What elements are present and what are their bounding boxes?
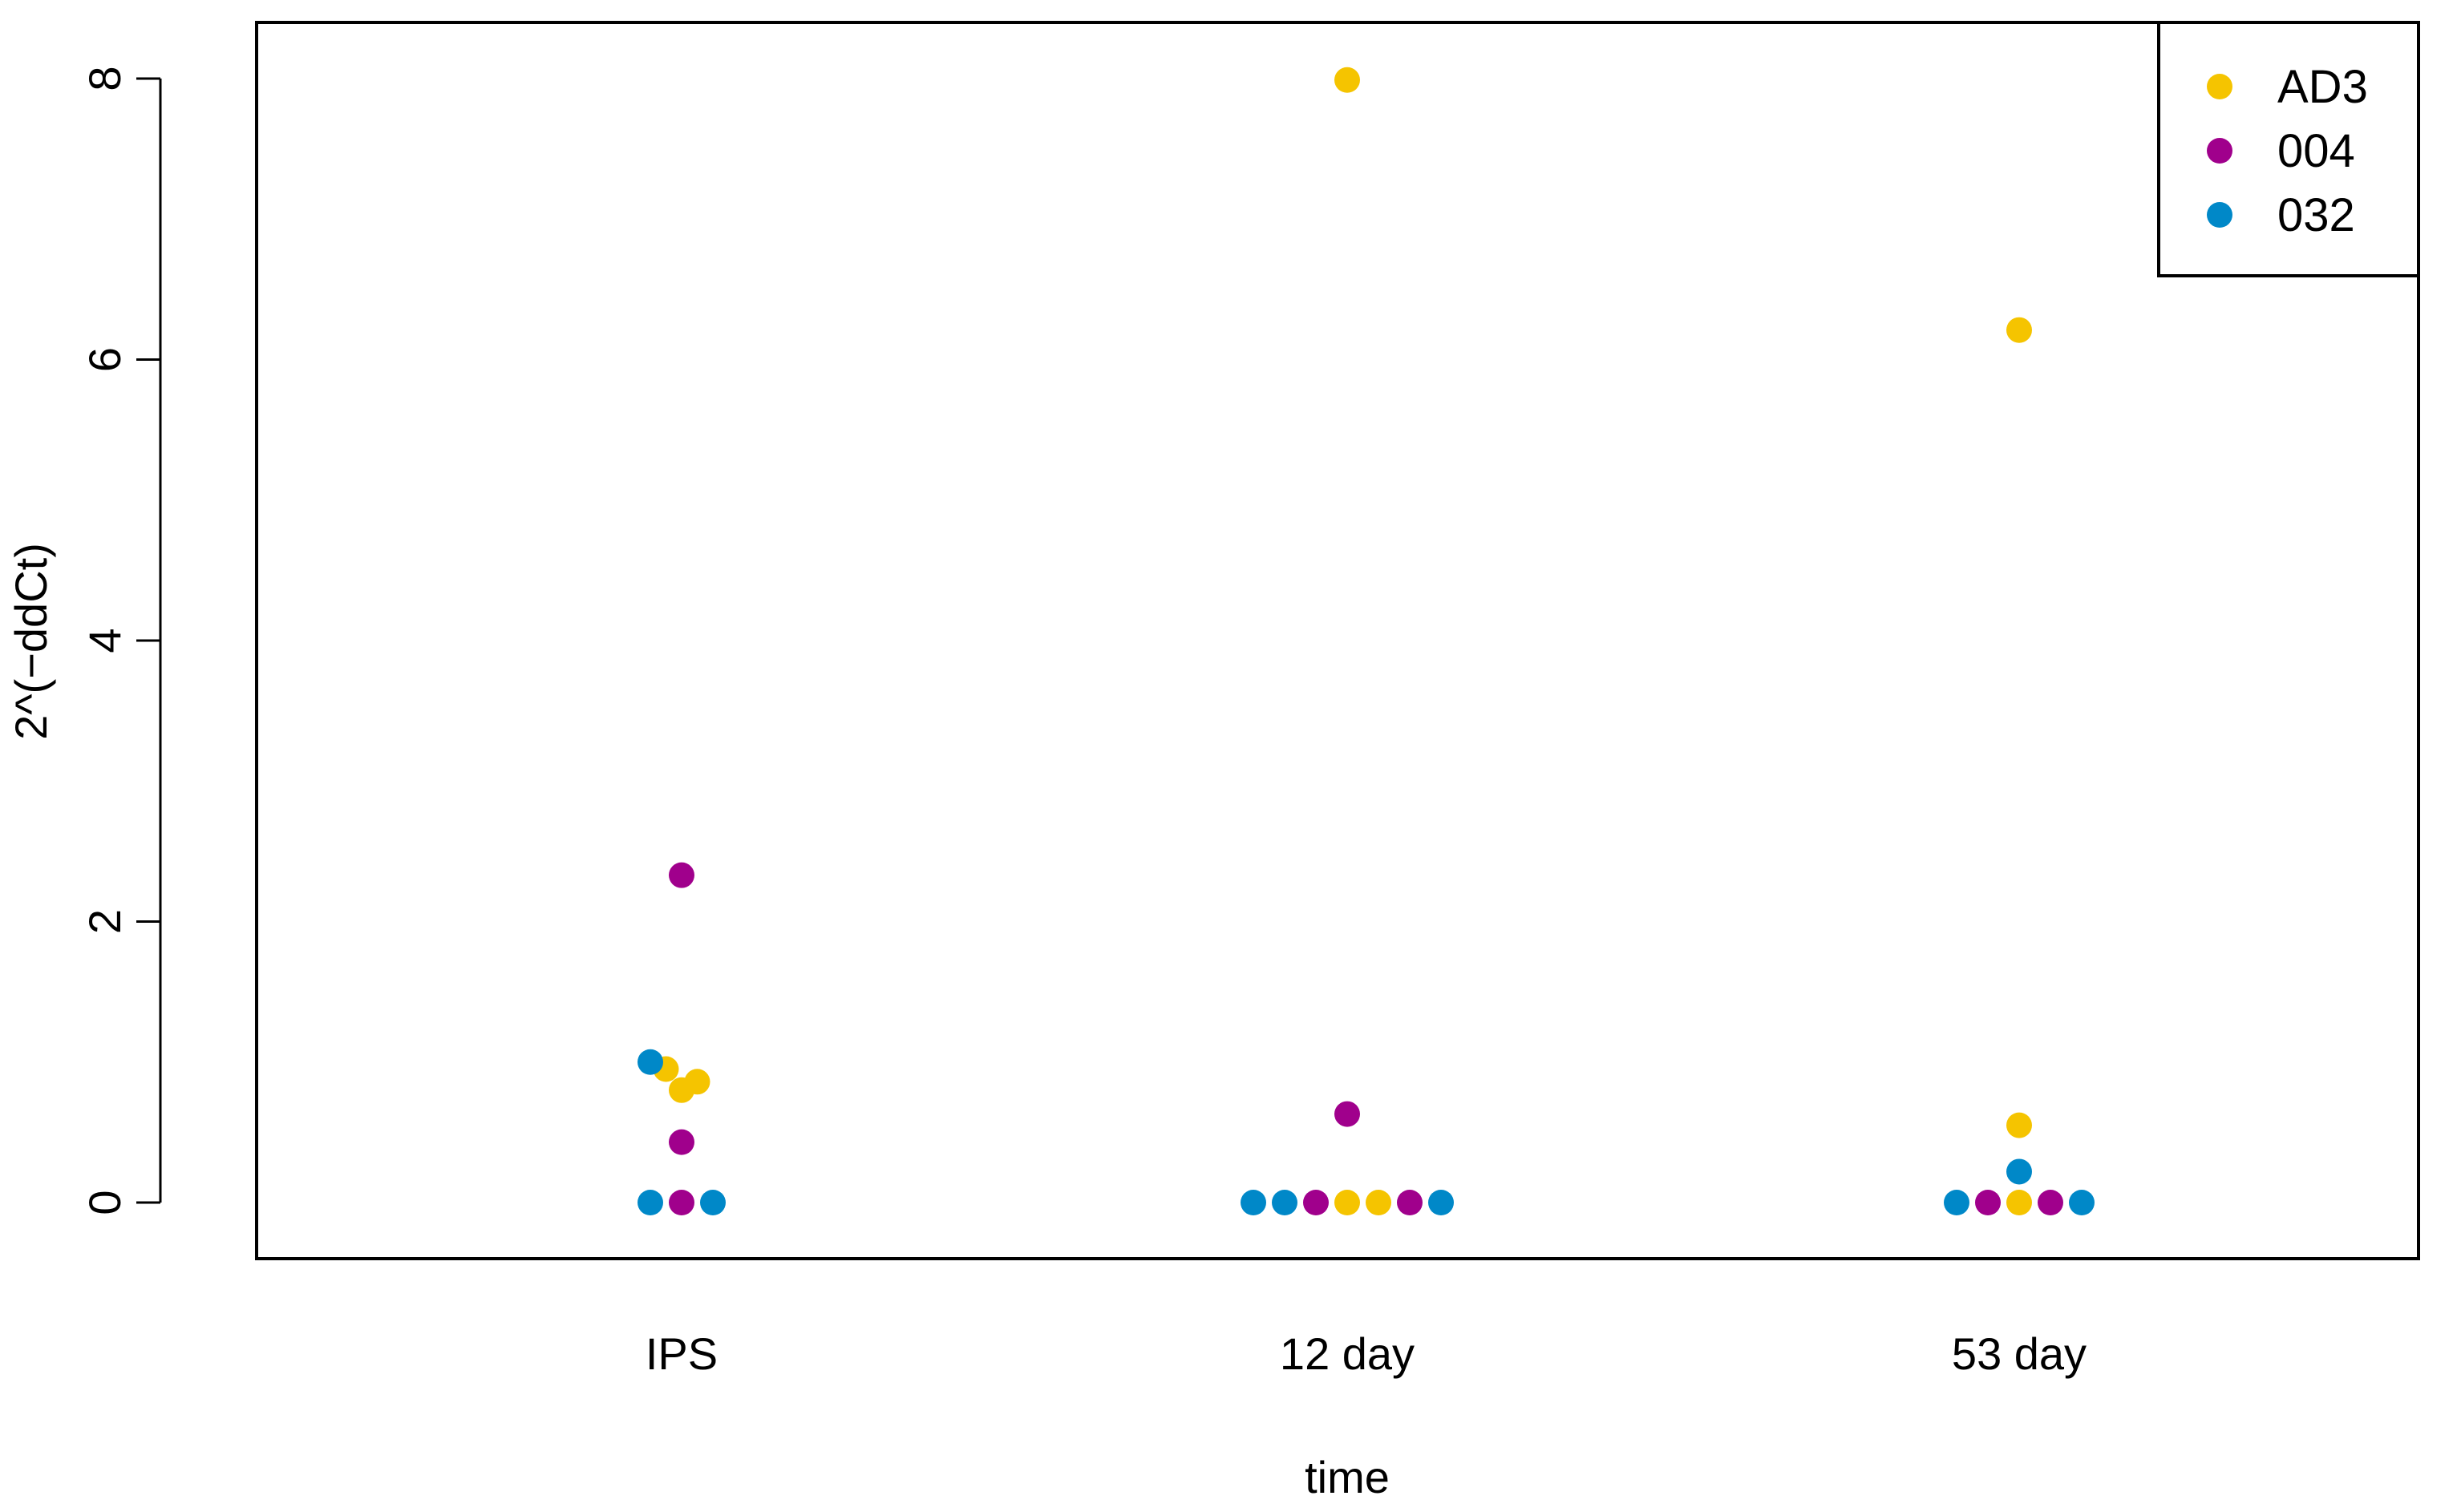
data-point: [2006, 1190, 2032, 1215]
y-tick-label: 2: [79, 909, 130, 934]
legend-label: AD3: [2277, 61, 2368, 113]
data-point: [684, 1069, 710, 1095]
data-point: [2038, 1190, 2063, 1215]
data-point: [1334, 1101, 1360, 1127]
data-point: [2006, 1158, 2032, 1185]
data-point: [669, 1129, 694, 1155]
data-point: [669, 1190, 694, 1215]
data-point: [1428, 1190, 1454, 1215]
data-point: [638, 1049, 663, 1075]
data-point: [1241, 1190, 1266, 1215]
y-tick-label: 0: [79, 1190, 130, 1215]
data-point: [2006, 1112, 2032, 1138]
x-tick-label: 53 day: [1952, 1328, 2087, 1379]
legend-marker: [2207, 74, 2232, 99]
legend-marker: [2207, 202, 2232, 228]
data-point: [638, 1190, 663, 1215]
y-tick-label: 4: [79, 628, 130, 653]
data-point: [2006, 317, 2032, 343]
x-tick-label: 12 day: [1280, 1328, 1415, 1379]
plot-frame: [255, 21, 2420, 1260]
data-point: [1397, 1190, 1423, 1215]
data-point: [1975, 1190, 2001, 1215]
data-point: [700, 1190, 726, 1215]
data-point: [1303, 1190, 1329, 1215]
y-axis: 0 2 4 6 8: [79, 66, 162, 1215]
data-point: [1366, 1190, 1391, 1215]
y-tick-label: 8: [79, 66, 130, 91]
y-tick-label: 6: [79, 347, 130, 372]
legend-label: 004: [2277, 125, 2355, 177]
data-point: [1272, 1190, 1297, 1215]
legend-marker: [2207, 138, 2232, 164]
data-point: [1334, 67, 1360, 93]
x-tick-label: IPS: [646, 1328, 718, 1379]
legend: AD3 004 032: [2157, 21, 2420, 277]
x-axis: IPS 12 day 53 day: [646, 1328, 2087, 1379]
data-point: [1944, 1190, 1969, 1215]
data-point: [1334, 1190, 1360, 1215]
y-axis-title: 2^(−ddCt): [6, 543, 56, 740]
data-point: [669, 862, 694, 888]
legend-label: 032: [2277, 189, 2355, 241]
legend-box: [2157, 21, 2420, 277]
x-axis-title: time: [1305, 1452, 1390, 1502]
data-point: [2069, 1190, 2095, 1215]
data-points: [638, 67, 2095, 1215]
